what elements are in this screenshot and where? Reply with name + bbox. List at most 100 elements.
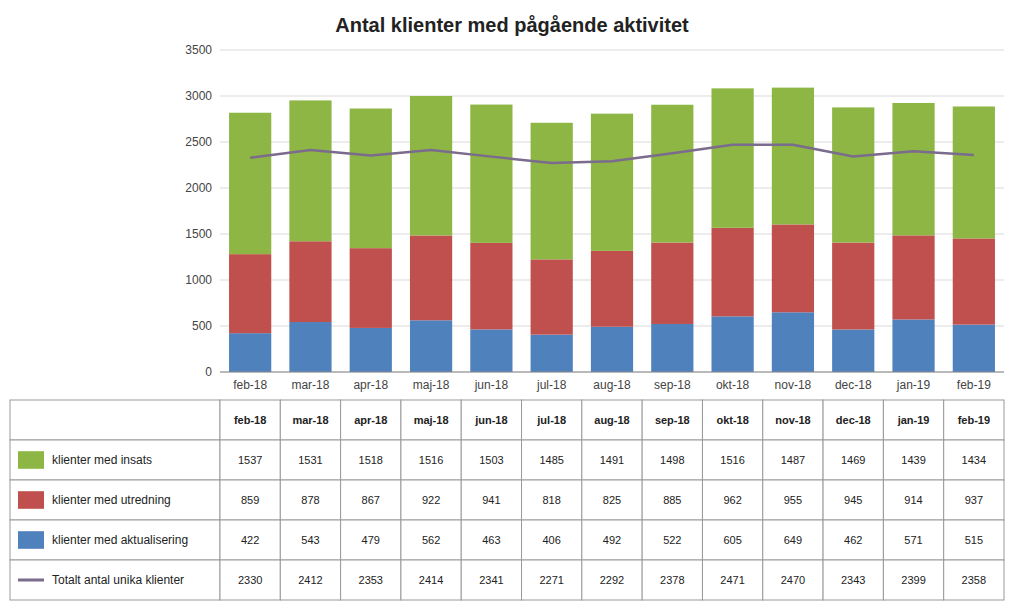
table-cell [522,440,582,480]
x-tick-label: mar-18 [291,378,329,392]
legend-label: Totalt antal unika klienter [52,573,184,587]
bar [289,241,331,322]
bar [953,325,995,372]
table-cell [522,400,582,440]
table-value: 914 [904,494,922,506]
y-tick-label: 2500 [185,135,212,149]
table-value: 885 [663,494,681,506]
table-cell [582,520,642,560]
table-value: 492 [603,534,621,546]
table-cell [702,400,762,440]
table-value: 1434 [962,454,986,466]
table-cell [823,480,883,520]
bar [229,254,271,333]
table-value: 859 [241,494,259,506]
table-value: 2341 [479,574,503,586]
bar [229,333,271,372]
table-value: 937 [965,494,983,506]
x-tick-label: nov-18 [775,378,812,392]
table-value: 825 [603,494,621,506]
bar [892,235,934,319]
bar [350,328,392,372]
table-header: jul-18 [536,414,566,426]
x-tick-label: maj-18 [413,378,450,392]
table-cell [10,440,220,480]
y-tick-label: 1000 [185,273,212,287]
table-value: 1503 [479,454,503,466]
bar [651,105,693,243]
table-value: 1491 [600,454,624,466]
x-tick-label: feb-18 [233,378,267,392]
table-value: 2353 [359,574,383,586]
table-cell [10,480,220,520]
table-cell [944,440,1004,480]
table-value: 2358 [962,574,986,586]
table-header: feb-19 [958,414,990,426]
table-cell [763,400,823,440]
table-cell [10,520,220,560]
table-cell [702,560,762,600]
table-value: 422 [241,534,259,546]
table-cell [10,400,220,440]
x-tick-label: okt-18 [716,378,750,392]
table-cell [883,440,943,480]
table-value: 406 [543,534,561,546]
table-value: 941 [482,494,500,506]
x-tick-label: aug-18 [593,378,631,392]
legend-swatch [18,579,44,582]
table-cell [280,440,340,480]
table-cell [341,560,401,600]
table-header: mar-18 [292,414,328,426]
legend-swatch [18,451,44,469]
x-tick-label: sep-18 [654,378,691,392]
table-value: 1516 [720,454,744,466]
y-tick-label: 3500 [185,43,212,57]
plot-area [229,88,995,372]
bar [350,109,392,249]
table-cell [461,520,521,560]
bar [531,123,573,260]
table-cell [642,440,702,480]
table-value: 479 [362,534,380,546]
table-cell [642,400,702,440]
table-value: 2378 [660,574,684,586]
table-value: 2470 [781,574,805,586]
table-cell [341,400,401,440]
table-cell [280,560,340,600]
bar [350,248,392,328]
bar [591,251,633,327]
table-cell [944,520,1004,560]
table-cell [823,400,883,440]
table-cell [642,560,702,600]
table-value: 605 [723,534,741,546]
bar [410,235,452,320]
table-value: 1518 [359,454,383,466]
table-value: 1498 [660,454,684,466]
line [250,145,974,163]
table-value: 2471 [720,574,744,586]
bar [289,322,331,372]
table-cell [763,520,823,560]
table-cell [280,400,340,440]
bar [410,96,452,235]
table-header: feb-18 [234,414,266,426]
table-cell [341,520,401,560]
table-cell [401,520,461,560]
table-cell [461,400,521,440]
bar [470,243,512,330]
bar [892,319,934,372]
table-value: 543 [301,534,319,546]
table-cell [883,560,943,600]
table-cell [401,480,461,520]
table-value: 922 [422,494,440,506]
table-value: 515 [965,534,983,546]
table-cell [461,480,521,520]
x-tick-label: jul-18 [536,378,567,392]
table-value: 571 [904,534,922,546]
x-tick-label: feb-19 [957,378,991,392]
chart-svg: Antal klienter med pågående aktivitet050… [0,0,1024,609]
table-value: 945 [844,494,862,506]
table-header: dec-18 [836,414,871,426]
table-value: 2330 [238,574,262,586]
table-header: sep-18 [655,414,690,426]
